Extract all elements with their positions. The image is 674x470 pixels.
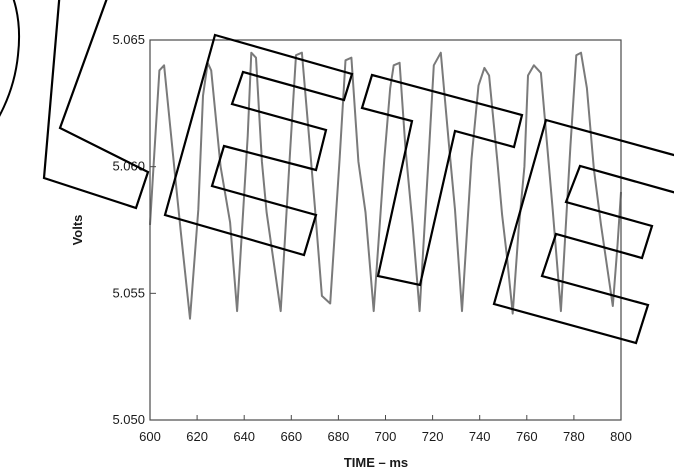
- x-axis-title: TIME – ms: [344, 455, 408, 470]
- stamp-letter-l: [163, 33, 354, 257]
- x-tick-label: 760: [516, 429, 538, 444]
- y-axis-title: Volts: [70, 215, 85, 246]
- y-tick-label: 5.065: [112, 32, 145, 47]
- stamp-letter-d: [0, 0, 150, 210]
- delete-stamp-overlay: [0, 0, 674, 345]
- x-tick-label: 780: [563, 429, 585, 444]
- x-tick-label: 740: [469, 429, 491, 444]
- plot-area: [149, 51, 622, 320]
- stamp-letter-t: [492, 118, 674, 345]
- y-tick-label: 5.050: [112, 412, 145, 427]
- y-tick-label: 5.060: [112, 159, 145, 174]
- stamp-letter-e: [360, 73, 524, 287]
- x-tick-label: 800: [610, 429, 632, 444]
- axes: 600 620 640 660 680 700 720 740 760 780 800 5.050 5.…: [112, 32, 631, 444]
- x-tick-label: 680: [328, 429, 350, 444]
- y-tick-label: 5.055: [112, 285, 145, 300]
- x-tick-label: 620: [186, 429, 208, 444]
- x-tick-label: 640: [233, 429, 255, 444]
- series-line: [149, 51, 622, 320]
- x-tick-label: 660: [280, 429, 302, 444]
- x-tick-label: 600: [139, 429, 161, 444]
- x-tick-label: 700: [375, 429, 397, 444]
- x-tick-label: 720: [422, 429, 444, 444]
